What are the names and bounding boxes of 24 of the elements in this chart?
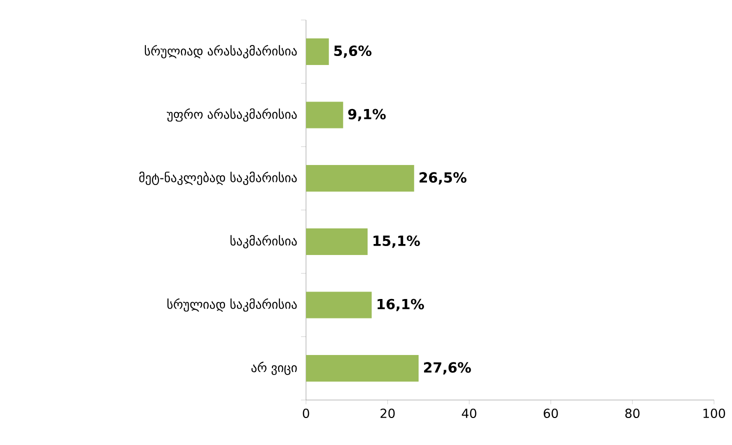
bar [306,165,414,192]
x-tick-label: 0 [302,408,310,418]
bar [306,292,372,318]
data-label: 15,1% [374,235,420,248]
y-tick-label: მეტ-ნაკლებად საკმარისია [139,172,297,186]
x-tick-label: 20 [380,408,395,418]
y-tick-label: არ ვიცი [251,362,297,375]
data-label: 27,6% [424,362,471,375]
x-tick-label: 60 [544,408,558,418]
bar [306,38,329,65]
y-tick-label: სრულიად არასაკმარისია [144,44,297,58]
y-tick-label: უფრო არასაკმარისია [166,108,297,122]
x-tick-label: 80 [625,408,640,418]
bar [306,102,344,128]
data-label: 16,1% [378,298,424,312]
data-label: 5,6% [334,45,372,58]
y-tick-label: საკმარისია [230,234,297,248]
bar [306,355,419,382]
x-tick-label: 100 [703,408,726,418]
x-tick-label: 40 [462,408,476,418]
data-label: 26,5% [420,172,466,185]
data-label: 9,1% [348,108,386,122]
bar [306,228,368,255]
y-tick-label: სრულიად საკმარისია [167,298,297,312]
